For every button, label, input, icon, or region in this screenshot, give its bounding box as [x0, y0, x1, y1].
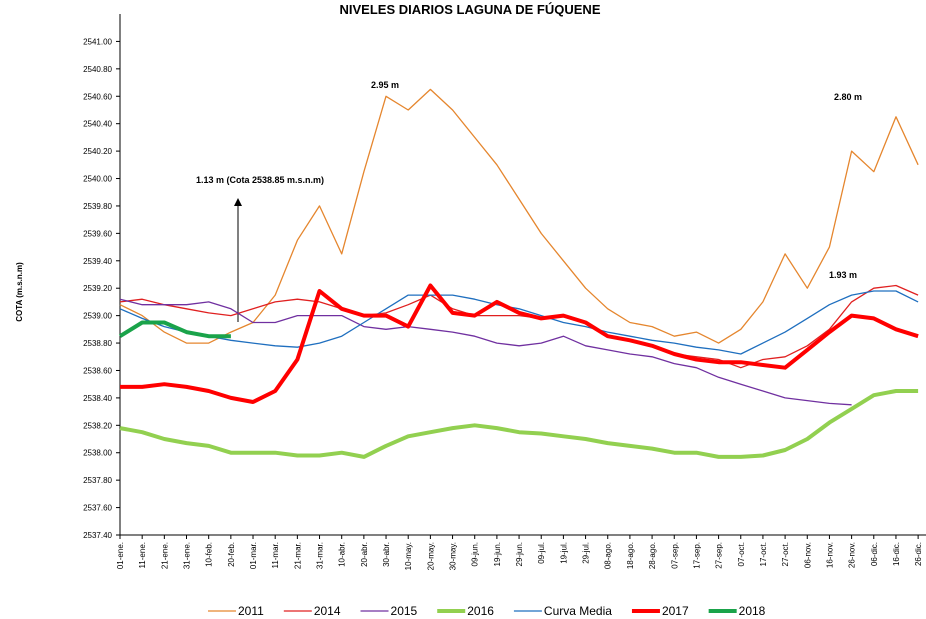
x-tick-label: 19-jul.: [559, 542, 568, 564]
y-tick-label: 2538.60: [83, 366, 112, 375]
y-tick-label: 2539.20: [83, 284, 112, 293]
y-axis-label: COTA (m.s.n.m): [15, 262, 24, 322]
y-tick-label: 2537.40: [83, 531, 112, 540]
x-tick-label: 11-ene.: [138, 542, 147, 569]
x-tick-label: 26-nov.: [848, 542, 857, 568]
x-tick-label: 27-oct.: [781, 542, 790, 566]
x-tick-label: 10-abr.: [338, 542, 347, 567]
y-tick-label: 2537.60: [83, 504, 112, 513]
x-tick-label: 17-sep.: [692, 542, 701, 569]
legend-label: 2017: [662, 604, 689, 618]
x-tick-label: 20-feb.: [227, 542, 236, 567]
x-tick-label: 21-mar.: [293, 542, 302, 569]
y-tick-label: 2539.40: [83, 257, 112, 266]
legend-label: 2011: [238, 604, 264, 618]
x-tick-label: 30-abr.: [382, 542, 391, 567]
x-tick-label: 26-dic.: [914, 542, 923, 566]
y-tick-label: 2540.60: [83, 92, 112, 101]
annotation: 1.13 m (Cota 2538.85 m.s.n.m): [196, 175, 324, 185]
x-tick-label: 31-ene.: [183, 542, 192, 569]
y-tick-label: 2540.40: [83, 120, 112, 129]
y-tick-label: 2539.60: [83, 229, 112, 238]
annotation: 2.95 m: [371, 80, 399, 90]
series-line: [119, 88, 919, 344]
x-tick-label: 11-mar.: [271, 542, 280, 569]
legend-label: 2015: [391, 604, 418, 618]
x-tick-label: 20-may.: [426, 542, 435, 570]
y-tick-label: 2537.80: [83, 476, 112, 485]
x-tick-label: 06-nov.: [803, 542, 812, 568]
legend-label: 2016: [467, 604, 494, 618]
x-tick-label: 21-ene.: [160, 542, 169, 569]
y-tick-label: 2540.00: [83, 175, 112, 184]
x-tick-label: 01-mar.: [249, 542, 258, 569]
x-tick-label: 30-may.: [449, 542, 458, 570]
x-tick-label: 06-dic.: [870, 542, 879, 566]
y-tick-label: 2538.00: [83, 449, 112, 458]
x-tick-label: 19-jun.: [493, 542, 502, 566]
y-tick-label: 2540.20: [83, 147, 112, 156]
y-tick-label: 2541.00: [83, 37, 112, 46]
chart-title: NIVELES DIARIOS LAGUNA DE FÚQUENE: [340, 2, 601, 17]
y-tick-label: 2539.00: [83, 312, 112, 321]
series-line: [119, 290, 919, 355]
x-tick-label: 29-jun.: [515, 542, 524, 566]
y-tick-label: 2538.20: [83, 421, 112, 430]
series-line: [120, 283, 919, 404]
x-tick-label: 10-may.: [404, 542, 413, 570]
x-tick-label: 16-nov.: [825, 542, 834, 568]
x-tick-label: 01-ene.: [116, 542, 125, 569]
series-line: [118, 320, 231, 339]
x-tick-label: 07-sep.: [670, 542, 679, 569]
x-tick-label: 09-jun.: [471, 542, 480, 566]
x-tick-label: 28-ago.: [648, 542, 657, 569]
x-tick-label: 31-mar.: [316, 542, 325, 569]
annotation: 1.93 m: [829, 270, 857, 280]
series-line: [119, 389, 919, 459]
y-tick-label: 2538.80: [83, 339, 112, 348]
y-tick-label: 2538.40: [83, 394, 112, 403]
x-tick-label: 07-oct.: [737, 542, 746, 566]
x-tick-label: 16-dic.: [892, 542, 901, 566]
x-tick-label: 27-sep.: [715, 542, 724, 569]
x-tick-label: 20-abr.: [360, 542, 369, 567]
x-tick-label: 10-feb.: [205, 542, 214, 567]
x-tick-label: 17-oct.: [759, 542, 768, 566]
legend-label: 2018: [739, 604, 766, 618]
legend-label: Curva Media: [544, 604, 612, 618]
x-tick-label: 18-ago.: [626, 542, 635, 569]
x-tick-label: 09-jul.: [537, 542, 546, 564]
x-tick-label: 29-jul.: [582, 542, 591, 564]
legend-label: 2014: [314, 604, 341, 618]
series-line: [119, 284, 919, 369]
series-line: [119, 298, 852, 406]
annotation: 2.80 m: [834, 92, 862, 102]
x-tick-label: 08-ago.: [604, 542, 613, 569]
y-tick-label: 2539.80: [83, 202, 112, 211]
y-tick-label: 2540.80: [83, 65, 112, 74]
